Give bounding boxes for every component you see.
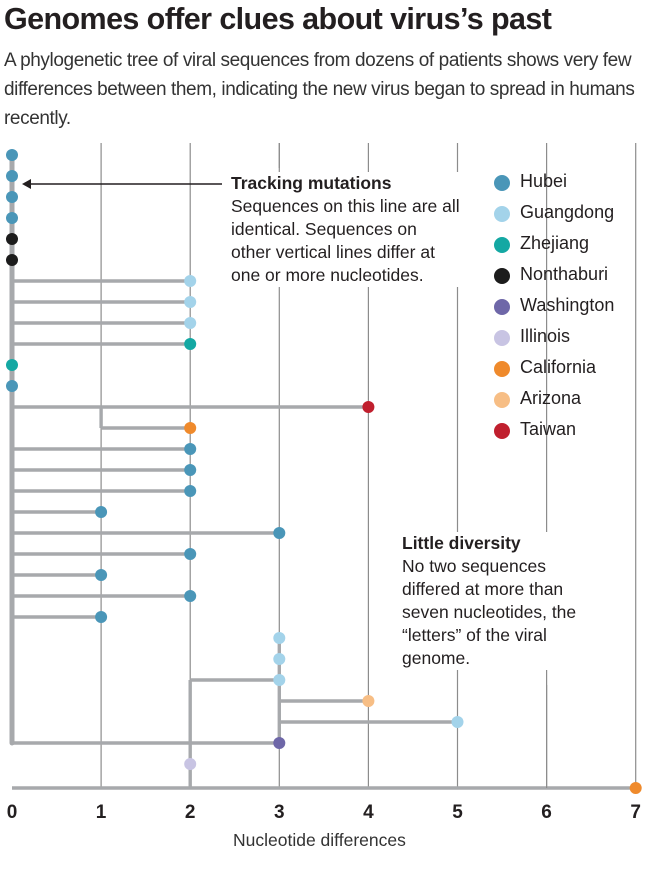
legend-swatch-nonthaburi <box>494 268 510 284</box>
point-guangdong-23 <box>273 632 286 644</box>
tree-branches <box>9 152 636 790</box>
legend-label-guangdong: Guangdong <box>520 202 615 222</box>
point-hubei-21 <box>184 590 197 602</box>
point-hubei-11 <box>6 380 18 392</box>
point-guangdong-24 <box>273 653 286 665</box>
point-guangdong-27 <box>451 716 464 728</box>
point-zhejiang-9 <box>184 338 197 350</box>
tracking-arrow-head <box>22 179 31 189</box>
point-hubei-15 <box>184 464 197 476</box>
point-guangdong-6 <box>184 275 197 287</box>
legend-swatch-washington <box>494 299 510 315</box>
point-guangdong-8 <box>184 317 197 329</box>
x-tick-5: 5 <box>452 802 463 823</box>
little-diversity-annotation: Little diversity No two sequences differ… <box>402 532 602 670</box>
point-hubei-14 <box>184 443 197 455</box>
point-guangdong-25 <box>273 674 286 686</box>
point-washington-28 <box>273 737 286 749</box>
legend-swatch-illinois <box>494 330 510 346</box>
legend-label-illinois: Illinois <box>520 326 571 346</box>
point-nonthaburi-5 <box>6 254 18 266</box>
x-axis-label: Nucleotide differences <box>233 830 406 850</box>
point-hubei-0 <box>6 149 18 161</box>
point-hubei-18 <box>273 527 286 539</box>
x-tick-4: 4 <box>363 802 374 823</box>
legend-swatch-arizona <box>494 392 510 408</box>
legend-swatch-hubei <box>494 175 510 191</box>
tracking-annotation-heading: Tracking mutations <box>231 173 392 193</box>
x-tick-3: 3 <box>274 802 285 823</box>
tracking-mutations-annotation: Tracking mutations Sequences on this lin… <box>231 172 461 287</box>
point-guangdong-7 <box>184 296 197 308</box>
point-hubei-22 <box>95 611 108 623</box>
point-taiwan-12 <box>362 401 375 413</box>
point-hubei-19 <box>184 548 197 560</box>
point-zhejiang-10 <box>6 359 18 371</box>
x-tick-0: 0 <box>7 802 18 823</box>
point-hubei-3 <box>6 212 18 224</box>
point-california-30 <box>629 782 642 794</box>
legend-swatch-california <box>494 361 510 377</box>
legend-label-hubei: Hubei <box>520 171 568 191</box>
x-tick-1: 1 <box>96 802 107 823</box>
legend-label-taiwan: Taiwan <box>520 419 577 439</box>
tracking-annotation-body: Sequences on this line are all identical… <box>231 196 460 285</box>
x-tick-2: 2 <box>185 802 196 823</box>
diversity-annotation-body: No two sequences differed at more than s… <box>402 556 577 668</box>
legend-label-nonthaburi: Nonthaburi <box>520 264 609 284</box>
legend-label-zhejiang: Zhejiang <box>520 233 590 253</box>
sequence-points <box>6 149 642 794</box>
chart-title: Genomes offer clues about virus’s past <box>4 2 552 36</box>
x-tick-7: 7 <box>630 802 641 823</box>
legend-swatch-zhejiang <box>494 237 510 253</box>
chart-subtitle: A phylogenetic tree of viral sequences f… <box>4 50 635 129</box>
diversity-annotation-heading: Little diversity <box>402 533 521 553</box>
point-hubei-2 <box>6 191 18 203</box>
legend-swatch-taiwan <box>494 423 510 439</box>
point-nonthaburi-4 <box>6 233 18 245</box>
annotation-lines <box>22 143 548 788</box>
legend-label-washington: Washington <box>520 295 615 315</box>
x-tick-6: 6 <box>541 802 552 823</box>
legend-label-arizona: Arizona <box>520 388 582 408</box>
point-california-13 <box>184 422 197 434</box>
point-hubei-1 <box>6 170 18 182</box>
point-illinois-29 <box>184 758 197 770</box>
point-arizona-26 <box>362 695 375 707</box>
point-hubei-20 <box>95 569 108 581</box>
legend-label-california: California <box>520 357 597 377</box>
legend-swatch-guangdong <box>494 206 510 222</box>
point-hubei-17 <box>95 506 108 518</box>
point-hubei-16 <box>184 485 197 497</box>
x-tick-labels: 0 1 2 3 4 5 6 7 <box>7 802 641 823</box>
